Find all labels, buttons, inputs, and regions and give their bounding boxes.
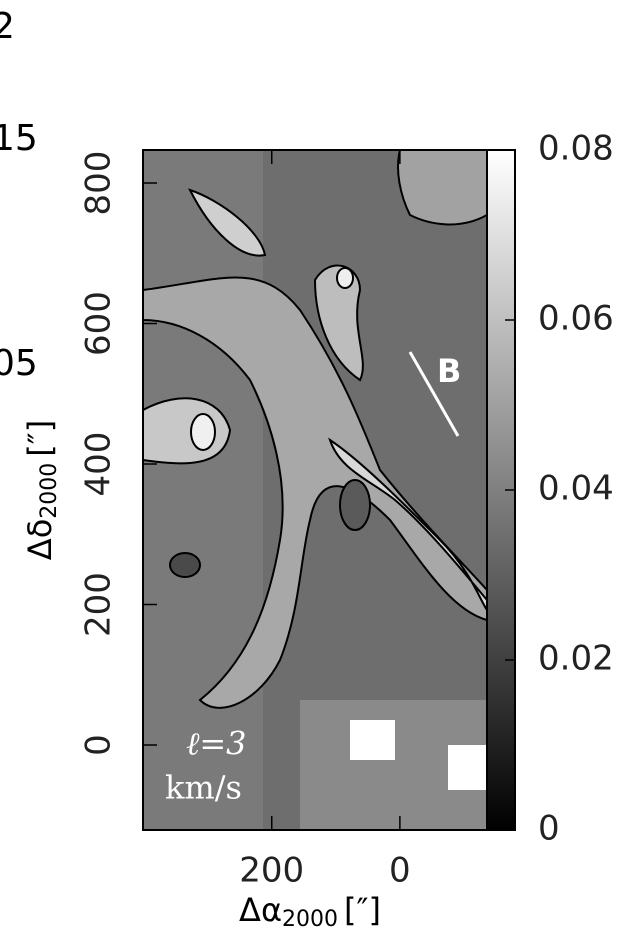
y-tick-label: 600	[79, 291, 119, 356]
map-image	[143, 150, 487, 830]
colorbar-tick-label: 0.08	[538, 129, 614, 169]
cropped-text: 05	[0, 343, 38, 384]
annotation: km/s	[165, 769, 242, 807]
colorbar-tick-label: 0.06	[538, 299, 614, 339]
colorbar-tick-label: 0.02	[538, 639, 614, 679]
colorbar-tick-label: 0	[538, 809, 560, 849]
y-tick-label: 400	[79, 432, 119, 497]
cropped-text: 15	[0, 118, 38, 159]
colorbar-tick-label: 0.04	[538, 469, 614, 509]
annotation: ℓ=3	[186, 725, 247, 763]
cut-line	[408, 351, 460, 437]
y-tick-label: 800	[79, 151, 119, 216]
y-tick-label: 200	[79, 572, 119, 637]
y-axis-label: Δδ2000[″]	[21, 420, 62, 560]
annotation: B	[437, 352, 461, 390]
x-axis-label: Δα2000 [″]	[239, 891, 381, 932]
x-tick-label: 0	[389, 851, 411, 891]
y-tick-label: 0	[79, 734, 119, 756]
cropped-text: 2	[0, 6, 15, 47]
x-tick-label: 200	[239, 851, 304, 891]
